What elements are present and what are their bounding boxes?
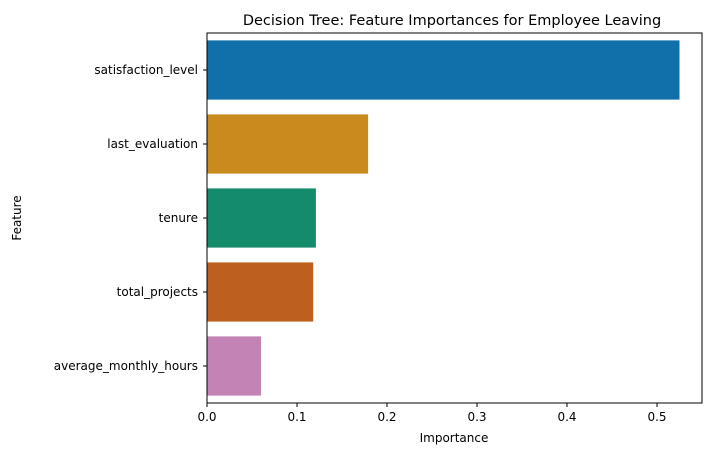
y-tick-label-average-monthly-hours: average_monthly_hours [54,359,198,373]
bar-total-projects [207,262,314,322]
y-tick-label-satisfaction-level: satisfaction_level [94,63,198,77]
bar-last-evaluation [207,114,369,174]
y-tick-label-tenure: tenure [159,211,198,225]
x-axis-label: Importance [420,431,489,445]
plot-frame [206,32,703,404]
bars-group [207,40,680,396]
x-tick-label: 0.3 [467,410,486,424]
x-tick-label: 0.0 [197,410,216,424]
x-axis-ticks: 0.0 0.1 0.2 0.3 0.4 0.5 [197,403,667,424]
y-tick-label-total-projects: total_projects [117,285,198,299]
x-tick-label: 0.2 [377,410,396,424]
chart-title: Decision Tree: Feature Importances for E… [243,13,661,29]
bar-tenure [207,188,316,248]
bar-average-monthly-hours [207,336,261,396]
y-axis-label: Feature [10,195,24,240]
x-tick-label: 0.4 [557,410,576,424]
x-tick-label: 0.5 [647,410,666,424]
x-tick-label: 0.1 [287,410,306,424]
bar-satisfaction-level [207,40,680,100]
y-tick-label-last-evaluation: last_evaluation [107,137,198,151]
